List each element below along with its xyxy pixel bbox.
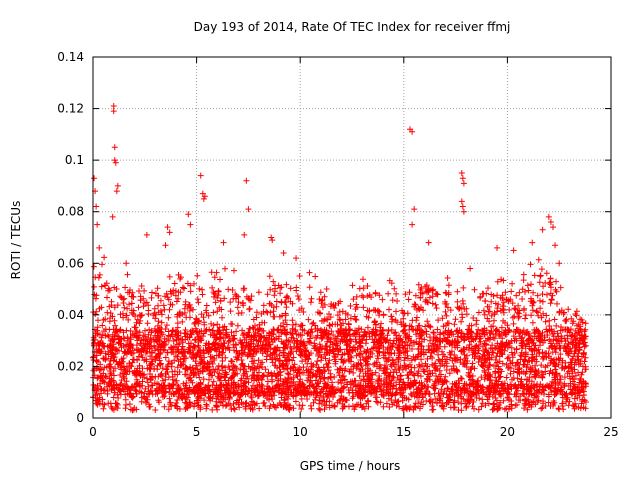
data-point-peak [123,260,130,267]
y-tick-label: 0 [76,411,84,425]
y-tick-label: 0.02 [57,359,84,373]
data-point-peak [425,239,432,246]
axis-ticks: 0 5 10 15 20 25 0 0.02 0.04 0.06 0.08 0.1 0.12 0.14 [57,50,618,439]
x-tick-label: 5 [193,425,201,439]
data-point-peak [458,170,465,177]
data-point-peak [460,208,467,215]
data-point-peak [409,221,416,228]
y-tick-label: 0.12 [57,102,84,116]
data-point-peak [96,244,103,251]
data-point-peak [545,213,552,220]
y-tick-label: 0.1 [65,153,84,167]
data-point-peak [467,265,474,272]
data-point-peak [111,157,118,164]
data-point-peak [494,244,501,251]
data-point-peak [529,239,536,246]
x-tick-label: 20 [500,425,515,439]
data-points [90,102,589,414]
plot-frame [92,56,612,419]
data-point-peak [293,255,300,262]
data-point-peak [91,175,98,182]
data-point-peak [458,198,465,205]
data-point-peak [109,213,116,220]
data-point-peak [245,206,252,213]
data-point-peak [549,224,556,231]
y-tick-label: 0.08 [57,205,84,219]
data-point-peak [197,172,204,179]
data-point-peak [459,203,466,210]
data-point-peak [110,108,117,115]
data-point-peak [200,195,207,202]
data-point-peak [111,144,118,151]
data-point-peak [164,224,171,231]
data-point-peak [162,242,169,249]
x-tick-label: 25 [603,425,618,439]
data-point-peak [220,239,227,246]
data-point-peak [556,260,563,267]
data-point-peak [510,247,517,254]
data-point-peak [539,226,546,233]
data-point-peak [241,231,248,238]
y-tick-label: 0.04 [57,308,84,322]
data-point-peak [143,231,150,238]
data-point-peak [269,237,276,244]
data-point-peak [93,203,100,210]
data-point-peak [552,242,559,249]
data-point-peak [114,182,121,189]
y-tick-label: 0.06 [57,256,84,270]
data-point-peak [110,102,117,109]
data-point-peak [411,206,418,213]
x-axis-label: GPS time / hours [300,459,401,473]
data-point-peak [409,128,416,135]
x-tick-label: 10 [293,425,308,439]
data-point-peak [547,219,554,226]
data-point-peak [166,229,173,236]
data-point-peak [94,221,101,228]
data-point-peak [113,188,120,195]
data-point-peak [112,159,119,166]
x-tick-label: 15 [396,425,411,439]
data-point-peak [187,221,194,228]
data-point-peak [459,175,466,182]
data-point-peak [280,249,287,256]
data-point-peak [243,177,250,184]
chart-title: Day 193 of 2014, Rate Of TEC Index for r… [194,20,511,34]
data-point-peak [460,180,467,187]
y-axis-label: ROTI / TECUs [9,201,23,280]
data-point-peak [201,193,208,200]
x-tick-label: 0 [89,425,97,439]
data-point-cloud [90,254,589,414]
data-point-peak [185,211,192,218]
data-point-peak [268,234,275,241]
y-tick-label: 0.14 [57,50,84,64]
